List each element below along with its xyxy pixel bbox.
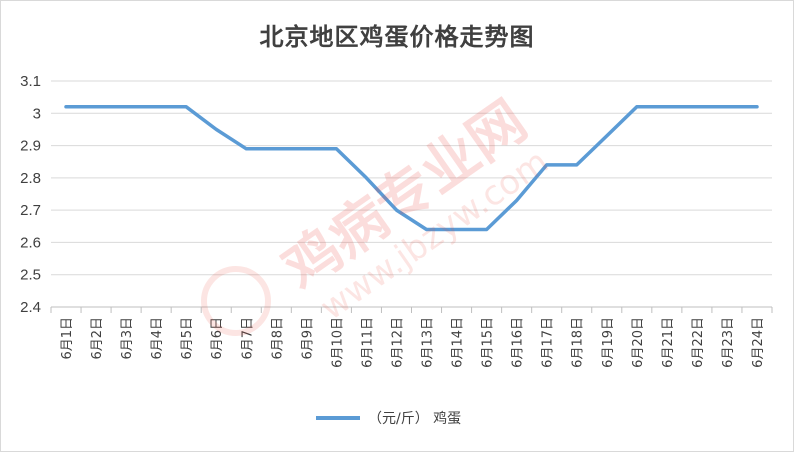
x-axis (50, 306, 773, 313)
y-tick-label: 2.9 (20, 138, 41, 155)
x-tick-label: 6月21日 (661, 317, 676, 368)
y-tick-label: 2.5 (20, 267, 41, 284)
x-tick-label: 6月4日 (150, 317, 165, 360)
y-tick-label: 2.8 (20, 170, 41, 187)
y-tick-label: 2.4 (20, 299, 41, 316)
y-tick-label: 3 (33, 105, 41, 122)
x-tick-label: 6月3日 (120, 317, 135, 360)
x-tick-label: 6月19日 (601, 317, 616, 368)
x-tick-label: 6月13日 (421, 317, 436, 368)
y-tick-label: 2.6 (20, 234, 41, 251)
x-tick-label: 6月23日 (721, 317, 736, 368)
chart-title: 北京地区鸡蛋价格走势图 (259, 23, 535, 51)
x-tick-label: 6月2日 (90, 317, 105, 360)
x-tick-label: 6月9日 (300, 317, 315, 360)
x-tick-label: 6月18日 (571, 317, 586, 368)
x-tick-label: 6月1日 (60, 317, 75, 360)
x-tick-label: 6月12日 (390, 317, 405, 368)
legend-label: （元/斤） 鸡蛋 (368, 411, 462, 427)
series-lines (64, 105, 759, 232)
x-tick-label: 6月17日 (541, 317, 556, 368)
x-tick-label: 6月8日 (270, 317, 285, 360)
y-tick-label: 2.7 (20, 202, 41, 219)
legend-swatch (316, 416, 360, 420)
x-tick-label: 6月6日 (210, 317, 225, 360)
x-axis-ticks: 6月1日 6月2日 6月3日 6月4日 6月5日 6月6日 6月7日 6月8日 6月9日 6月10… (60, 317, 766, 368)
x-tick-label: 6月14日 (451, 317, 466, 368)
y-axis-ticks: 2.4 2.5 2.6 2.7 2.8 2.9 3 3.1 (20, 73, 41, 316)
x-tick-label: 6月10日 (330, 317, 345, 368)
x-tick-label: 6月20日 (631, 317, 646, 368)
x-tick-label: 6月22日 (691, 317, 706, 368)
y-tick-label: 3.1 (20, 73, 41, 90)
x-tick-label: 6月11日 (360, 317, 375, 368)
x-tick-label: 6月7日 (240, 317, 255, 360)
gridlines (51, 80, 772, 308)
x-tick-label: 6月24日 (751, 317, 766, 368)
x-tick-label: 6月5日 (180, 317, 195, 360)
x-tick-label: 6月15日 (481, 317, 496, 368)
series-line-0 (64, 105, 759, 232)
legend: （元/斤） 鸡蛋 (316, 408, 461, 428)
x-tick-label: 6月16日 (511, 317, 526, 368)
